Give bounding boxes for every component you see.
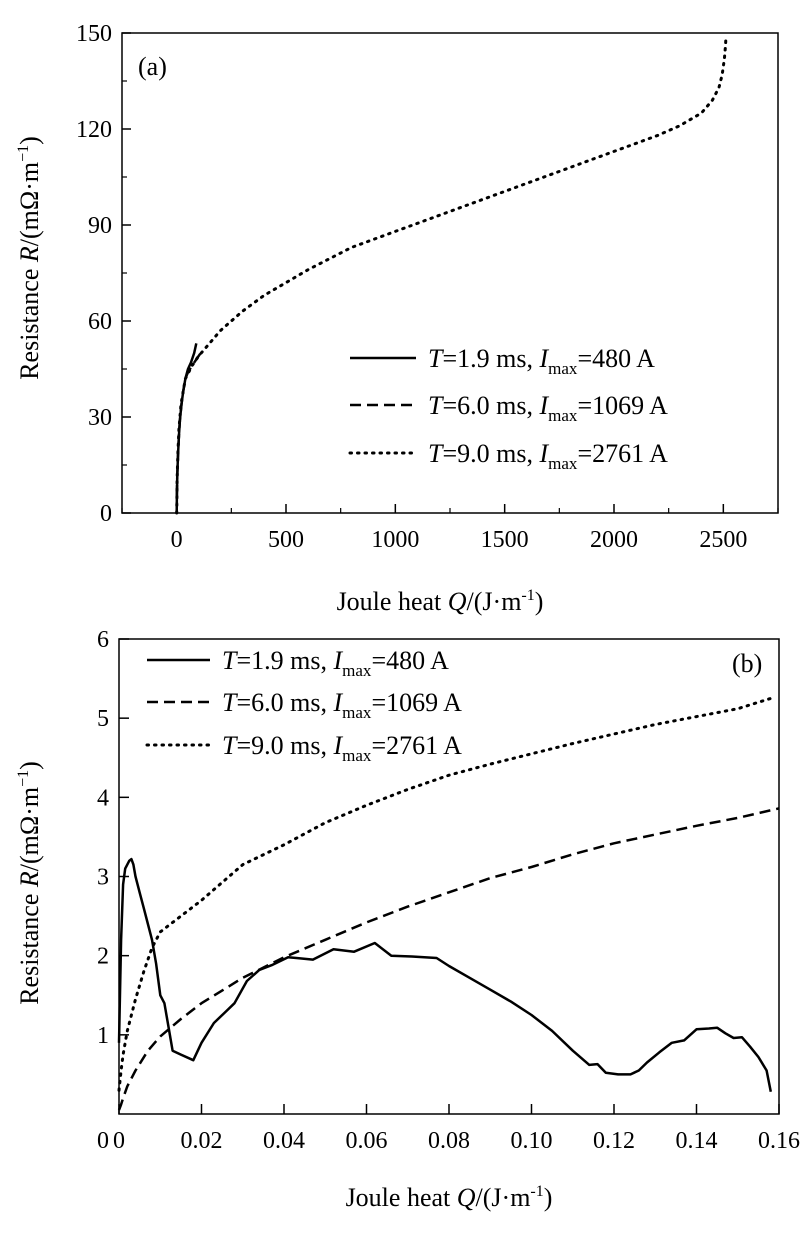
legend-entry-a-1: T=1.9 ms, Imax=480 A: [428, 344, 655, 378]
origin-label-b: 0: [97, 1128, 109, 1154]
y-tick-label-b-5: 6: [97, 627, 109, 653]
y-axis-title-b: Resistance R/(mΩ·m−1): [15, 761, 44, 1005]
y-tick-label-b-3: 4: [97, 785, 109, 811]
legend-entry-a-2: T=6.0 ms, Imax=1069 A: [428, 391, 668, 425]
x-tick-label-a-0: 0: [171, 527, 183, 553]
series-line-a-2: [175, 349, 204, 514]
panel-label-a: (a): [138, 52, 167, 81]
series-line-b-2: [117, 807, 780, 1111]
y-tick-label-a-2: 60: [88, 309, 112, 335]
x-tick-label-b-6: 0.12: [593, 1128, 635, 1154]
legend-b: T=1.9 ms, Imax=480 A T=6.0 ms, Imax=1069…: [145, 646, 462, 765]
legend-entry-b-2: T=6.0 ms, Imax=1069 A: [222, 688, 462, 722]
y-tick-label-b-2: 3: [97, 865, 109, 891]
x-tick-label-b-7: 0.14: [676, 1128, 718, 1154]
x-tick-label-b-4: 0.08: [428, 1128, 470, 1154]
legend-entry-b-3: T=9.0 ms, Imax=2761 A: [222, 731, 462, 765]
x-tick-label-a-4: 2000: [590, 527, 638, 553]
x-tick-label-b-1: 0.02: [181, 1128, 223, 1154]
y-tick-label-a-5: 150: [76, 21, 112, 47]
x-tick-label-b-2: 0.04: [263, 1128, 305, 1154]
x-tick-label-a-2: 1000: [371, 527, 419, 553]
legend-entry-a-3: T=9.0 ms, Imax=2761 A: [428, 439, 668, 473]
panel-b: 0 0.02 0.04 0.06 0.08 0.10 0.12 0.14 0.161234560…: [15, 627, 800, 1212]
y-tick-label-a-0: 0: [100, 501, 112, 527]
x-tick-label-b-5: 0.10: [511, 1128, 553, 1154]
x-tick-label-a-5: 2500: [699, 527, 747, 553]
x-axis-title-a: Joule heat Q/(J·m-1): [337, 587, 544, 616]
series-line-b-3: [117, 696, 773, 1092]
legend-a: T=1.9 ms, Imax=480 A T=6.0 ms, Imax=1069…: [348, 344, 668, 473]
x-tick-label-a-3: 1500: [481, 527, 529, 553]
series-line-b-1: [117, 857, 773, 1093]
x-axis-title-b: Joule heat Q/(J·m-1): [346, 1183, 553, 1212]
y-tick-label-a-4: 120: [76, 117, 112, 143]
panel-a: 0 500 1000 1500 2000 2500 0 30 60 90 120 150 (a) T=…: [15, 21, 779, 616]
y-tick-label-b-0: 1: [97, 1023, 109, 1049]
x-tick-label-b-3: 0.06: [346, 1128, 388, 1154]
panel-label-b: (b): [732, 649, 762, 678]
series-lines-b: [117, 696, 780, 1111]
y-tick-label-a-3: 90: [88, 213, 112, 239]
series-lines-a: [175, 34, 728, 515]
x-tick-label-b-0: 0: [113, 1128, 125, 1154]
series-line-a-3: [175, 34, 728, 515]
tick-marks-b: 0 0.02 0.04 0.06 0.08 0.10 0.12 0.14 0.16 1 2 3 4 5 6 0: [97, 627, 800, 1154]
y-tick-label-b-1: 2: [97, 944, 109, 970]
tick-marks-a: 0 500 1000 1500 2000 2500 0 30 60 90 120 150: [76, 21, 779, 553]
x-tick-label-a-1: 500: [268, 527, 304, 553]
legend-entry-b-1: T=1.9 ms, Imax=480 A: [222, 646, 449, 680]
y-tick-label-a-1: 30: [88, 405, 112, 431]
y-axis-title-a: Resistance R/(mΩ·m−1): [15, 136, 44, 380]
y-tick-label-b-4: 5: [97, 706, 109, 732]
x-tick-label-b-8: 0.16: [758, 1128, 800, 1154]
